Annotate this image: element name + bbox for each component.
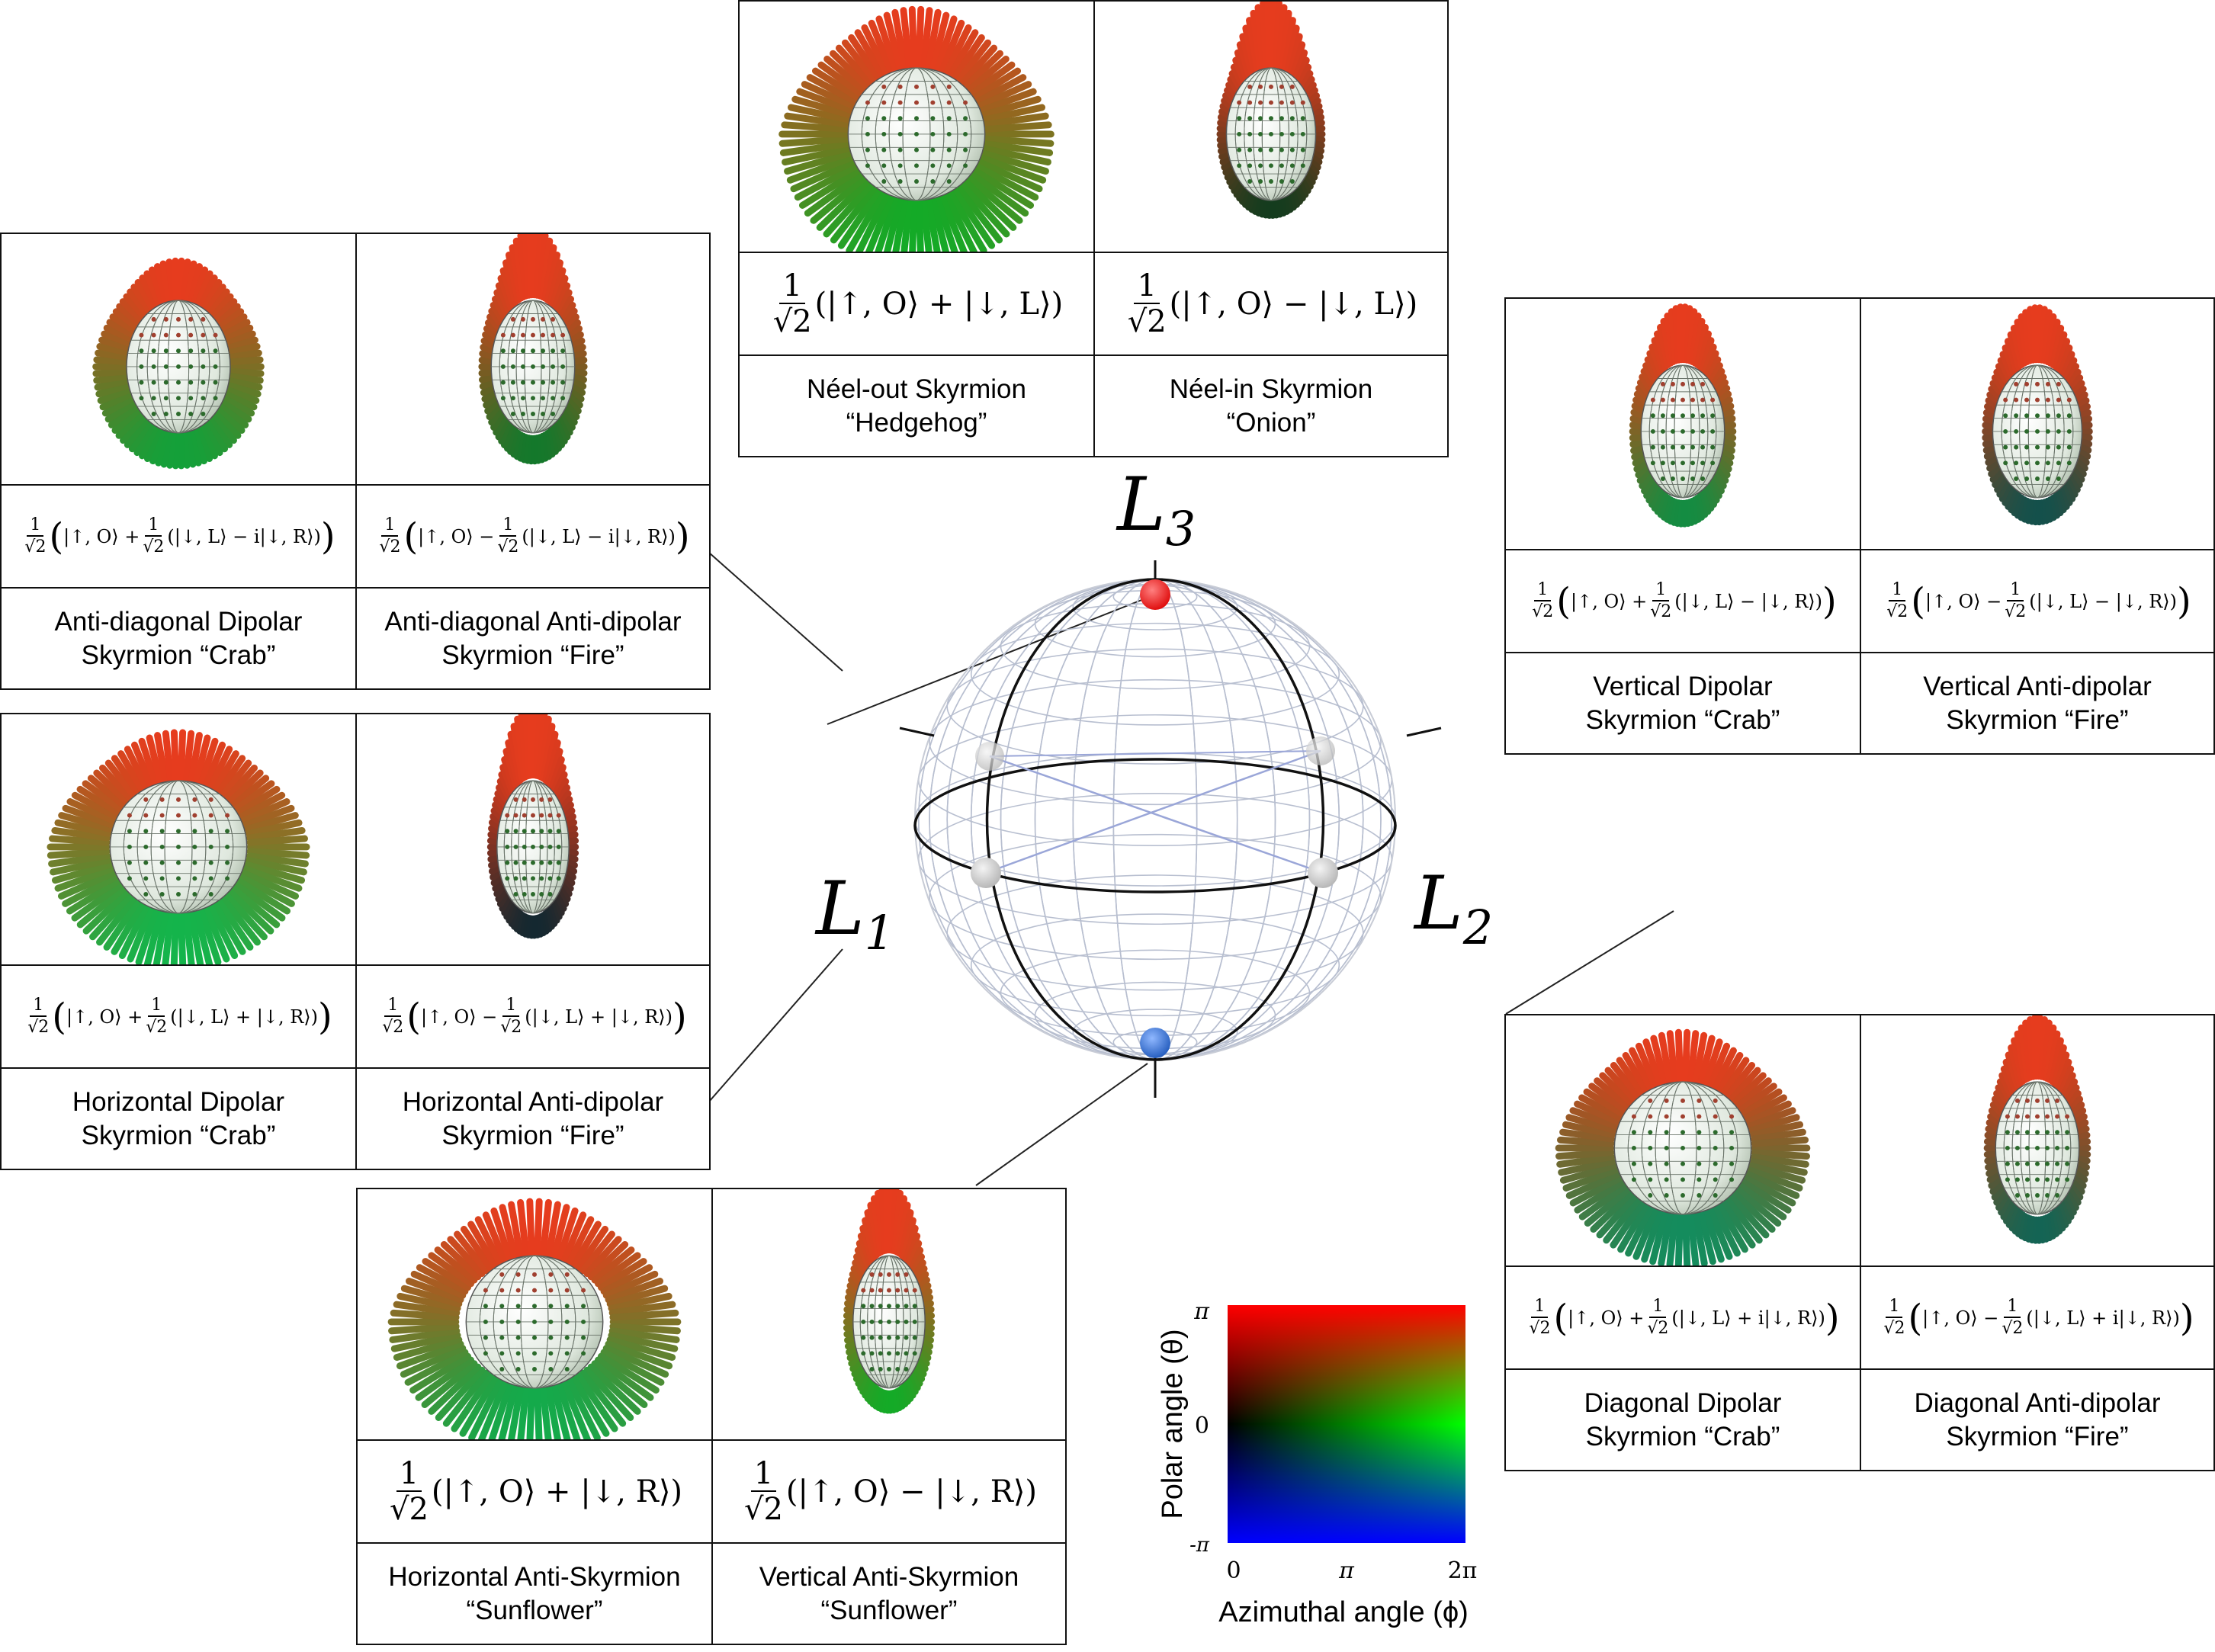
panel-anti-skyrmion: 1 √2 (|↑, O⟩ + |↓, R⟩) Horizontal Anti-Sky…: [356, 1188, 1067, 1645]
panel-vertical: 1 √2(|↑, O⟩ +1 √2 (|↓, L⟩ − |↓, R⟩)) Vertic…: [1504, 297, 2215, 755]
horizontal-crab-render: [2, 714, 355, 966]
anti-diagonal-crab-render: [2, 234, 355, 486]
anti-diagonal-antidipolar-title: Anti-diagonal Anti-dipolar Skyrmion “Fire…: [384, 606, 682, 670]
panel-vertical-dipolar: 1 √2(|↑, O⟩ +1 √2 (|↓, L⟩ − |↓, R⟩)) Vertic…: [1506, 299, 1860, 753]
sphere-axes: [899, 560, 1442, 1098]
horizontal-anti-skyrmion-equation: 1 √2 (|↑, O⟩ + |↓, R⟩): [358, 1441, 711, 1544]
neel-in-title: Néel-in Skyrmion “Onion”: [1169, 374, 1373, 438]
diagonal-antidipolar-title: Diagonal Anti-dipolar Skyrmion “Fire”: [1914, 1387, 2161, 1452]
legend-x-axis-label: Azimuthal angle (ϕ): [1218, 1596, 1469, 1628]
legend-x-tick-left: 0: [1226, 1557, 1241, 1584]
l3-label: L3: [1116, 462, 1196, 557]
horizontal-sunflower-render: [358, 1189, 711, 1441]
bottom-point: [1140, 1028, 1170, 1058]
neel-out-equation: 1 √2 (|↑, O⟩ + |↓, L⟩): [740, 253, 1093, 356]
l1-label: L1: [814, 866, 894, 961]
anti-diagonal-dipolar-equation: 1 √2(|↑, O⟩ +1 √2 (|↓, L⟩ − i|↓, R⟩)): [2, 486, 355, 589]
horizontal-fire-render: [357, 714, 709, 966]
panel-diagonal: 1 √2(|↑, O⟩ +1 √2 (|↓, L⟩ + i|↓, R⟩)) Diago…: [1504, 1014, 2215, 1471]
vertical-anti-skyrmion-title: Vertical Anti-Skyrmion “Sunflower”: [759, 1561, 1019, 1625]
l1-point: [971, 858, 1001, 888]
l2-point: [1308, 858, 1338, 888]
panel-horizontal-dipolar: 1 √2(|↑, O⟩ +1 √2 (|↓, L⟩ + |↓, R⟩)) Horizo…: [2, 714, 355, 1169]
legend-y-tick-top: π: [1193, 1298, 1210, 1325]
legend-x-tick-mid: π: [1338, 1557, 1355, 1584]
l3-point: [1140, 579, 1170, 610]
vertical-crab-render: [1506, 299, 1860, 550]
panel-neel-out: 1 √2 (|↑, O⟩ + |↓, L⟩) Néel-out Skyrmion “H…: [740, 2, 1093, 456]
legend-color-square: [1228, 1305, 1465, 1543]
panel-anti-diagonal: 1 √2(|↑, O⟩ +1 √2 (|↓, L⟩ − i|↓, R⟩)) Anti-…: [0, 233, 711, 690]
panel-diagonal-antidipolar: 1 √2(|↑, O⟩ −1 √2 (|↓, L⟩ + i|↓, R⟩)) Diago…: [1860, 1015, 2213, 1470]
sphere-wireframe: [913, 578, 1397, 1061]
horizontal-dipolar-equation: 1 √2(|↑, O⟩ +1 √2 (|↓, L⟩ + |↓, R⟩)): [2, 966, 355, 1069]
horizontal-dipolar-title: Horizontal Dipolar Skyrmion “Crab”: [72, 1086, 285, 1150]
panel-neel-in: 1 √2 (|↑, O⟩ − |↓, L⟩) Néel-in Skyrmion “On…: [1093, 2, 1447, 456]
horizontal-antidipolar-title: Horizontal Anti-dipolar Skyrmion “Fire”: [402, 1086, 664, 1150]
rear-left-point: [975, 742, 1004, 771]
anti-diagonal-antidipolar-equation: 1 √2(|↑, O⟩ −1 √2 (|↓, L⟩ − i|↓, R⟩)): [357, 486, 709, 589]
onion-render: [1095, 2, 1447, 253]
rear-right-point: [1306, 736, 1335, 765]
diagonal-antidipolar-equation: 1 √2(|↑, O⟩ −1 √2 (|↓, L⟩ + i|↓, R⟩)): [1861, 1267, 2213, 1370]
diagonal-fire-render: [1861, 1015, 2213, 1267]
vertical-antidipolar-equation: 1 √2(|↑, O⟩ −1 √2 (|↓, L⟩ − |↓, R⟩)): [1861, 550, 2213, 653]
color-map-legend: π 0 -π 0 π 2π Polar angle (θ) Azimuthal …: [1157, 1298, 1478, 1628]
vertical-anti-skyrmion-equation: 1 √2 (|↑, O⟩ − |↓, R⟩): [713, 1441, 1065, 1544]
vertical-sunflower-render: [713, 1189, 1065, 1441]
diagonal-crab-render: [1506, 1015, 1860, 1267]
legend-y-axis-label: Polar angle (θ): [1157, 1329, 1189, 1519]
panel-anti-diagonal-dipolar: 1 √2(|↑, O⟩ +1 √2 (|↓, L⟩ − i|↓, R⟩)) Anti-…: [2, 234, 355, 688]
panel-anti-diagonal-antidipolar: 1 √2(|↑, O⟩ −1 √2 (|↓, L⟩ − i|↓, R⟩)) Anti-…: [355, 234, 709, 688]
neel-in-equation: 1 √2 (|↑, O⟩ − |↓, L⟩): [1095, 253, 1447, 356]
diagonal-dipolar-title: Diagonal Dipolar Skyrmion “Crab”: [1584, 1387, 1782, 1452]
vertical-dipolar-title: Vertical Dipolar Skyrmion “Crab”: [1585, 671, 1780, 735]
horizontal-anti-skyrmion-title: Horizontal Anti-Skyrmion “Sunflower”: [388, 1561, 681, 1625]
anti-diagonal-dipolar-title: Anti-diagonal Dipolar Skyrmion “Crab”: [54, 606, 303, 670]
panel-vertical-anti-skyrmion: 1 √2 (|↑, O⟩ − |↓, R⟩) Vertical Anti-Skyrm…: [711, 1189, 1065, 1644]
panel-horizontal: 1 √2(|↑, O⟩ +1 √2 (|↓, L⟩ + |↓, R⟩)) Horizo…: [0, 713, 711, 1170]
legend-y-tick-bottom: -π: [1189, 1534, 1210, 1557]
vertical-antidipolar-title: Vertical Anti-dipolar Skyrmion “Fire”: [1923, 671, 2152, 735]
panel-horizontal-anti-skyrmion: 1 √2 (|↑, O⟩ + |↓, R⟩) Horizontal Anti-Sky…: [358, 1189, 711, 1644]
vertical-fire-render: [1861, 299, 2213, 550]
anti-diagonal-fire-render: [357, 234, 709, 486]
legend-y-tick-mid: 0: [1195, 1413, 1209, 1439]
legend-x-tick-right: 2π: [1448, 1557, 1478, 1584]
panel-neel: 1 √2 (|↑, O⟩ + |↓, L⟩) Néel-out Skyrmion “H…: [738, 0, 1449, 457]
horizontal-antidipolar-equation: 1 √2(|↑, O⟩ −1 √2 (|↓, L⟩ + |↓, R⟩)): [357, 966, 709, 1069]
panel-diagonal-dipolar: 1 √2(|↑, O⟩ +1 √2 (|↓, L⟩ + i|↓, R⟩)) Diago…: [1506, 1015, 1860, 1470]
hedgehog-render: [740, 2, 1093, 253]
panel-vertical-antidipolar: 1 √2(|↑, O⟩ −1 √2 (|↓, L⟩ − |↓, R⟩)) Vertic…: [1860, 299, 2213, 753]
neel-out-title: Néel-out Skyrmion “Hedgehog”: [807, 374, 1026, 438]
panel-horizontal-antidipolar: 1 √2(|↑, O⟩ −1 √2 (|↓, L⟩ + |↓, R⟩)) Horizo…: [355, 714, 709, 1169]
diagonal-dipolar-equation: 1 √2(|↑, O⟩ +1 √2 (|↓, L⟩ + i|↓, R⟩)): [1506, 1267, 1860, 1370]
l2-label: L2: [1413, 861, 1493, 955]
vertical-dipolar-equation: 1 √2(|↑, O⟩ +1 √2 (|↓, L⟩ − |↓, R⟩)): [1506, 550, 1860, 653]
